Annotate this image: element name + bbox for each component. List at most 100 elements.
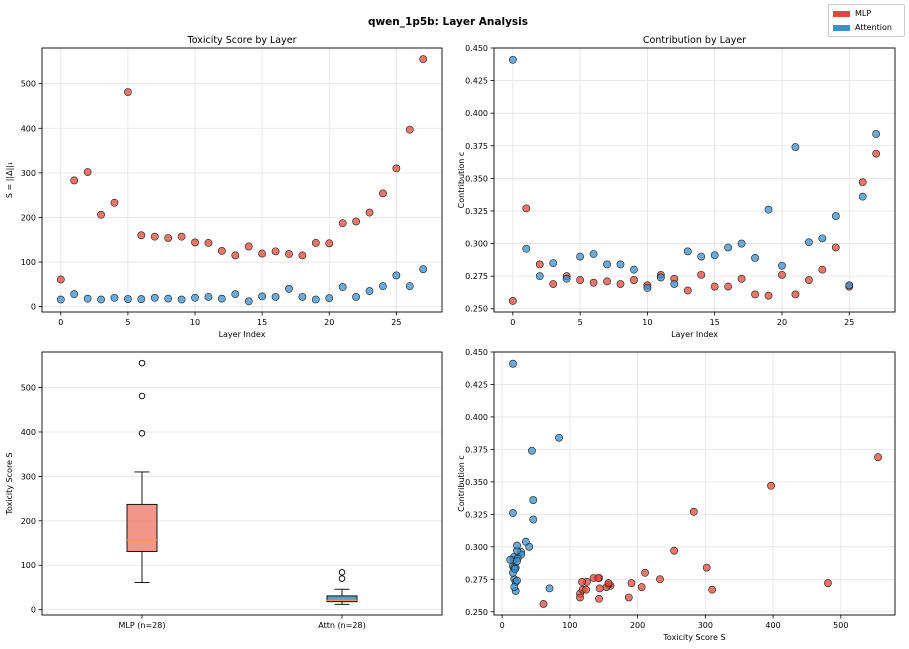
x-axis-label: Toxicity Score S	[662, 633, 725, 642]
data-point-attn	[603, 260, 611, 269]
data-point-mlp	[767, 481, 775, 490]
data-point-mlp	[697, 270, 706, 279]
data-point-mlp	[164, 234, 173, 242]
x-tick-label: 0	[510, 318, 515, 327]
data-point-mlp	[379, 189, 387, 198]
chart-panel-4: 0.250 0.275 0.300 0.325 0.350 0.375 0.400 0.425…	[457, 348, 896, 642]
data-point-attn	[150, 293, 159, 302]
x-tick-label: 10	[642, 318, 652, 327]
y-tick-label: 0	[31, 606, 36, 615]
y-axis-label: Toxicity Score S	[5, 452, 14, 515]
data-point-mlp	[177, 232, 186, 241]
data-point-mlp	[124, 88, 132, 97]
series-attn	[506, 359, 563, 595]
data-point-mlp	[689, 507, 698, 516]
y-axis-label: S = ||Δ||₁	[5, 162, 14, 198]
data-point-mlp	[535, 260, 544, 269]
x-tick-label: 25	[391, 318, 401, 327]
data-point-mlp	[858, 178, 867, 187]
data-point-attn	[555, 433, 563, 442]
data-point-attn	[70, 290, 79, 299]
data-point-attn	[191, 293, 199, 302]
data-point-attn	[164, 294, 173, 303]
data-point-mlp	[522, 204, 531, 213]
data-point-attn	[217, 294, 226, 303]
y-tick-label: 200	[21, 517, 36, 526]
chart-panel-3: 0 100 200 300 400 500 Toxicity Score S MLP (n=2…	[5, 351, 443, 630]
plot-frame	[41, 351, 443, 616]
data-point-mlp	[616, 280, 625, 288]
x-tick-label: 0	[500, 621, 505, 630]
x-tick-label: 25	[844, 318, 854, 327]
data-point-attn	[724, 243, 733, 252]
y-tick-label: 0.450	[465, 44, 488, 53]
data-point-mlp	[595, 594, 603, 603]
figure-suptitle: qwen_1p5b: Layer Analysis	[368, 16, 528, 28]
y-tick-label: 0.375	[465, 142, 488, 151]
plot-frame	[493, 47, 896, 313]
series-attn	[56, 265, 428, 306]
data-point-attn	[352, 292, 360, 301]
data-point-mlp	[285, 250, 293, 258]
data-point-attn	[392, 271, 401, 280]
y-tick-label: 400	[21, 428, 36, 437]
x-tick-label: MLP (n=28)	[119, 621, 166, 630]
data-point-mlp	[271, 247, 280, 256]
gridlines	[42, 48, 442, 312]
data-point-attn	[804, 238, 813, 247]
data-point-attn	[683, 247, 692, 256]
data-point-mlp	[392, 164, 401, 173]
y-tick-label: 0.400	[465, 413, 488, 422]
data-point-attn	[778, 261, 786, 270]
y-tick-label: 0.375	[465, 445, 488, 454]
y-tick-label: 0.325	[465, 510, 488, 519]
data-point-mlp	[578, 577, 586, 586]
data-point-attn	[576, 252, 585, 261]
data-point-mlp	[70, 176, 79, 185]
data-point-mlp	[582, 585, 591, 594]
data-point-attn	[231, 290, 240, 299]
data-point-attn	[545, 584, 554, 593]
data-point-attn	[325, 294, 334, 303]
data-point-attn	[311, 295, 320, 304]
x-tick-label: 20	[777, 318, 787, 327]
data-point-attn	[508, 55, 517, 64]
legend: MLP Attention	[828, 4, 905, 37]
data-point-attn	[710, 251, 719, 260]
data-point-mlp	[338, 219, 347, 228]
data-point-mlp	[576, 593, 584, 602]
box-iqr	[326, 595, 358, 603]
data-point-mlp	[683, 286, 692, 295]
y-tick-label: 0.300	[465, 543, 488, 552]
y-tick-label: 500	[21, 384, 36, 393]
y-tick-label: 100	[21, 258, 36, 267]
y-tick-label: 300	[21, 169, 36, 178]
data-point-attn	[97, 295, 105, 304]
data-point-mlp	[110, 198, 119, 207]
data-point-mlp	[191, 238, 199, 247]
data-point-mlp	[603, 277, 611, 286]
data-point-attn	[522, 244, 531, 253]
data-point-mlp	[352, 217, 360, 226]
data-point-attn	[737, 239, 746, 248]
data-point-mlp	[137, 231, 146, 240]
data-point-attn	[56, 295, 65, 304]
y-tick-label: 0.250	[465, 305, 488, 314]
data-point-attn	[137, 295, 146, 303]
data-point-attn	[379, 282, 387, 291]
data-point-mlp	[670, 546, 679, 555]
x-tick-label: 15	[710, 318, 720, 327]
data-point-attn	[177, 295, 186, 304]
data-point-mlp	[56, 275, 65, 284]
data-point-mlp	[708, 585, 717, 594]
data-point-attn	[656, 273, 665, 282]
data-point-attn	[528, 446, 536, 455]
data-point-attn	[589, 250, 598, 258]
data-point-mlp	[595, 584, 604, 593]
y-tick-label: 100	[21, 561, 36, 570]
data-point-mlp	[824, 579, 832, 588]
box-iqr	[126, 503, 158, 552]
data-point-mlp	[298, 251, 307, 260]
y-tick-label: 0.275	[465, 575, 488, 584]
data-point-attn	[616, 260, 625, 269]
